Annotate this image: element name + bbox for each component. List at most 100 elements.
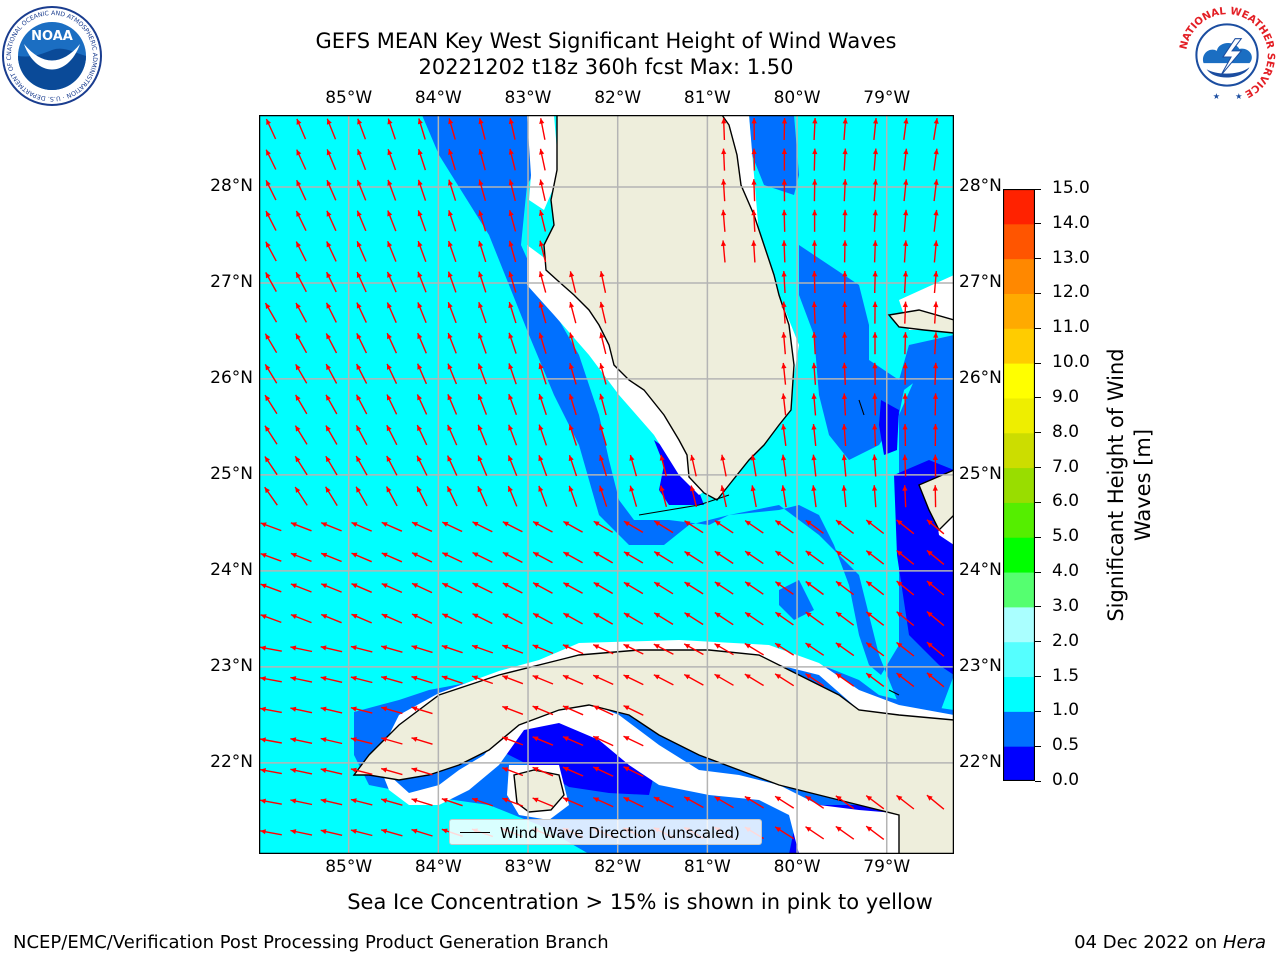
wave-arrow-head [265,333,271,340]
land [352,115,954,854]
florida-peninsula [543,115,795,501]
wave-arrow-head [411,828,418,834]
wave-arrow-head [502,583,509,588]
wave-arrow-head [472,521,479,527]
wave-arrow-head [478,210,484,217]
wave-arrow-head [538,240,544,247]
wave-arrow-head [295,394,301,401]
wave-arrow-head [932,424,938,430]
wave-arrow-head [325,456,331,463]
wave-arrow-head [266,149,271,156]
wave-arrow-head [442,522,449,527]
nws-logo: NATIONAL WEATHER SERVICE ★ ★ [1177,5,1277,105]
wave-arrow-head [659,454,665,461]
wave-arrow-head [866,520,873,526]
wave-arrow-head [902,332,908,338]
wave-arrow-head [321,552,328,558]
wave-arrow-head [265,303,271,309]
wave-arrow-head [387,394,392,401]
wave-arrow-head [902,424,908,430]
wave-arrow-head [448,210,453,217]
wave-arrow-head [654,521,661,527]
wave-arrow-head [781,179,787,185]
wave-arrow-head [417,455,422,462]
wave-arrow-head [720,454,726,461]
wave-arrow-head [442,613,449,619]
wave-arrow-head [684,796,691,802]
wave-arrow-head [872,179,878,185]
wave-arrow-head [841,485,847,491]
wave-arrow-head [478,149,484,155]
wave-arrow-head [508,394,514,400]
wave-arrow-head [805,643,812,649]
wave-arrow-head [568,363,574,370]
wave-arrow-head [290,829,297,835]
wave-arrow-head [381,614,388,619]
wave-arrow-head [326,394,331,401]
wave-arrow-head [472,613,479,619]
wave-arrow-head [447,302,453,309]
wave-arrow-head [684,551,691,557]
wave-arrow-head [805,796,812,802]
colorbar-tick-mark [1035,710,1041,712]
wave-arrow-head [538,485,544,492]
wave-arrow-head [356,425,362,432]
wave-arrow-head [320,737,327,743]
wave-arrow-head [562,797,569,803]
wave-arrow-head [508,240,514,247]
wave-arrow-head [842,271,848,277]
colorbar-tick-mark [1035,467,1041,469]
wave-arrow-head [629,455,635,461]
lon-label-bottom: 83°W [504,857,552,877]
wave-arrow-head [477,455,483,462]
colorbar-tick-mark [1035,641,1041,643]
wave-arrow-head [835,673,842,679]
wave-arrow-head [933,118,939,124]
wave-arrow-head [745,551,751,557]
wave-arrow-head [350,675,357,681]
wave-arrow-head [260,676,266,682]
wave-arrow-head [836,612,842,618]
colorbar-tick-label: 5.0 [1052,526,1080,547]
wave-arrow-head [926,672,933,679]
lat-label-left: 27°N [210,271,253,292]
wave-arrow-head [447,241,453,247]
wave-arrow-head [926,611,933,618]
wave-arrow-head [926,550,933,556]
wave-arrow-head [932,393,939,399]
wave-arrow-head [896,795,903,801]
wave-arrow-head [902,485,908,491]
colorbar-segment [1003,223,1035,260]
wave-arrow-head [720,485,726,492]
wave-arrow-head [775,643,782,649]
wave-arrow-head [533,521,540,527]
wave-arrow-head [326,364,331,371]
wave-arrow-head [902,362,908,369]
wave-arrow-head [417,179,423,186]
wave-arrow-head [502,613,509,619]
wave-arrow-head [508,363,514,370]
bahamas-andros [918,469,954,532]
wave-arrow-head [447,455,453,462]
wave-arrow-head [805,520,812,526]
wave-arrow-head [563,613,570,619]
colorbar-tick-label: 12.0 [1052,282,1090,303]
lon-label-top: 82°W [594,88,642,108]
wave-arrow-head [356,394,362,401]
wave-arrow-head [326,333,332,340]
wave-arrow-head [599,332,605,339]
wave-arrow-head [775,796,782,802]
colorbar-segment [1003,537,1035,573]
wave-arrow-head [866,611,873,618]
lat-label-left: 23°N [210,655,253,676]
wave-arrow-head [412,613,418,619]
wave-arrow-head [684,520,691,526]
wave-arrow-head [264,456,270,463]
wave-arrow-head [775,551,782,557]
wave-arrow-head [350,767,357,773]
wave-arrow-head [411,645,418,651]
wave-arrow-head [381,767,388,773]
wave-arrow-head [721,118,727,124]
wave-arrow-head [593,705,600,711]
wave-arrow-head [654,582,661,588]
